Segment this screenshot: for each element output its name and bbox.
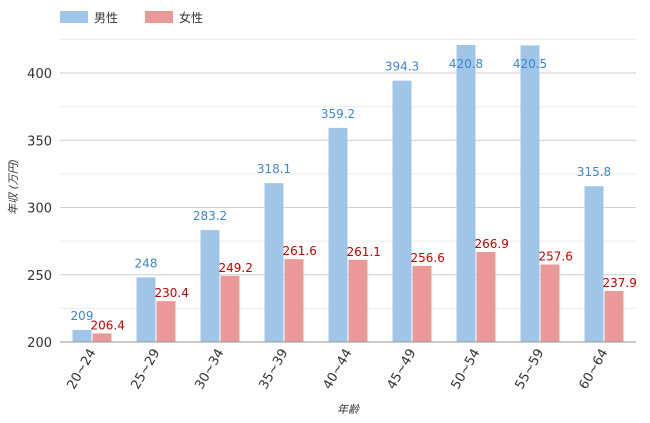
x-axis-title: 年齢 xyxy=(337,403,360,416)
data-label-male: 315.8 xyxy=(577,165,611,179)
bar-female xyxy=(540,264,560,342)
bar-male xyxy=(456,45,476,343)
bar-female xyxy=(156,301,176,342)
bar-female xyxy=(412,265,432,342)
bar-male xyxy=(200,230,220,342)
data-label-male: 359.2 xyxy=(321,107,355,121)
data-label-female: 266.9 xyxy=(475,237,509,251)
bar-female xyxy=(284,259,304,342)
bars xyxy=(72,45,624,343)
data-label-female: 237.9 xyxy=(603,276,637,290)
gridlines xyxy=(60,38,636,309)
legend-label-male: 男性 xyxy=(94,11,118,25)
legend-swatch-female xyxy=(145,11,173,23)
bar-male xyxy=(136,277,156,342)
legend-label-female: 女性 xyxy=(179,10,203,25)
data-label-male: 248 xyxy=(135,256,158,270)
bar-male xyxy=(392,80,412,342)
data-label-female: 257.6 xyxy=(539,250,573,264)
data-label-male: 318.1 xyxy=(257,162,291,176)
x-tick-label: 60~64 xyxy=(576,347,611,393)
data-label-female: 206.4 xyxy=(91,318,125,332)
y-tick-label: 250 xyxy=(27,269,52,284)
data-label-female: 256.6 xyxy=(411,251,445,265)
bar-male xyxy=(520,45,540,343)
data-label-female: 249.2 xyxy=(219,261,253,275)
x-tick-label: 40~44 xyxy=(320,347,355,393)
data-label-female: 261.1 xyxy=(347,245,381,259)
y-tick-label: 300 xyxy=(27,202,52,217)
x-tick-label: 50~54 xyxy=(448,347,483,393)
data-label-female: 230.4 xyxy=(155,286,189,300)
x-tick-label: 25~29 xyxy=(128,347,163,393)
y-tick-label: 400 xyxy=(27,67,52,82)
legend: 男性 女性 xyxy=(60,10,203,25)
x-tick-labels: 20~24 25~29 30~34 35~39 40~44 45~49 50~54 55~59… xyxy=(64,347,611,393)
data-label-male: 394.3 xyxy=(385,60,419,74)
bar-male xyxy=(264,183,284,342)
data-label-male: 283.2 xyxy=(193,209,227,223)
legend-swatch-male xyxy=(60,11,88,23)
y-tick-labels: 200 250 300 350 400 xyxy=(27,67,52,351)
bar-female xyxy=(476,252,496,342)
bar-male xyxy=(72,329,92,342)
data-label-male: 209 xyxy=(71,309,94,323)
x-tick-label: 55~59 xyxy=(512,347,547,393)
y-tick-label: 350 xyxy=(27,134,52,149)
y-axis-title: 年収 (万円) xyxy=(7,159,20,215)
x-tick-label: 35~39 xyxy=(256,347,291,393)
bar-male xyxy=(584,186,604,342)
bar-female xyxy=(92,333,112,342)
bar-female xyxy=(604,291,624,342)
bar-female xyxy=(348,259,368,342)
bar-male xyxy=(328,127,348,342)
data-label-female: 261.6 xyxy=(283,244,317,258)
data-label-male: 420.5 xyxy=(513,57,547,71)
bar-female xyxy=(220,275,240,342)
data-label-male: 420.8 xyxy=(449,57,483,71)
y-tick-label: 200 xyxy=(27,336,52,351)
x-tick-label: 45~49 xyxy=(384,347,419,393)
x-tick-label: 30~34 xyxy=(192,347,227,393)
x-tick-label: 20~24 xyxy=(64,347,99,393)
